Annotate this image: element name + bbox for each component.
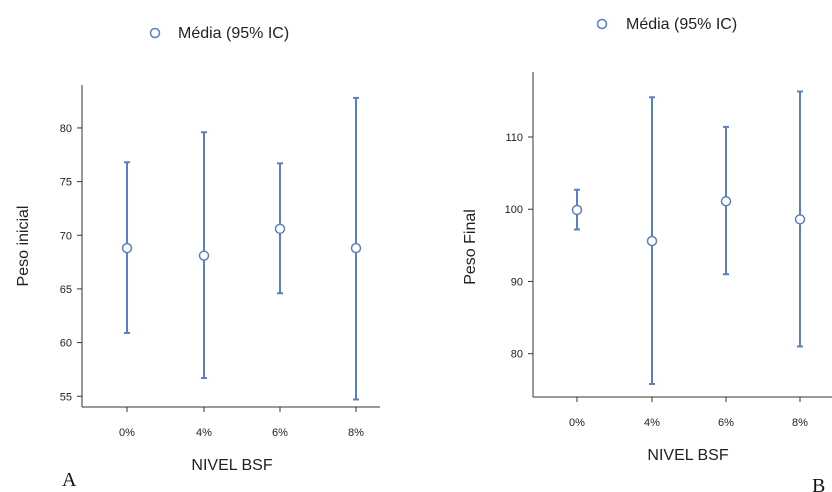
mean-marker (646, 235, 658, 247)
y-tick-label: 60 (60, 338, 72, 350)
chart-panel-b: 80 90 100 110 0% 4% 6% 8% Média (95% IC) Peso Fin… (462, 16, 832, 492)
y-tick-label: 80 (511, 349, 523, 361)
x-tick-label: 0% (119, 427, 135, 439)
x-tick-label: 4% (644, 417, 660, 429)
x-tick-label: 6% (718, 417, 734, 429)
x-tick-label: 8% (792, 417, 808, 429)
legend-label: Média (95% IC) (626, 16, 737, 33)
y-axis-title: Peso Final (462, 209, 479, 285)
x-axis-title: NIVEL BSF (647, 447, 728, 464)
panel-label: A (62, 469, 77, 491)
mean-marker (121, 242, 133, 254)
x-tick-label: 0% (569, 417, 585, 429)
y-tick-label: 75 (60, 177, 72, 189)
chart-panel-a: 55 60 65 70 75 80 0% 4% 6% 8% Média (95% IC) Peso i… (15, 25, 380, 491)
x-tick-label: 8% (348, 427, 364, 439)
y-tick-label: 70 (60, 230, 72, 242)
y-tick-label: 55 (60, 391, 72, 403)
y-tick-label: 100 (505, 204, 523, 216)
mean-marker (274, 223, 286, 235)
y-tick-label: 110 (505, 132, 523, 144)
x-tick-label: 6% (272, 427, 288, 439)
x-tick-label: 4% (196, 427, 212, 439)
mean-marker (571, 204, 583, 216)
legend-label: Média (95% IC) (178, 25, 289, 42)
panel-label: B (812, 475, 825, 492)
legend-marker (596, 18, 608, 30)
mean-marker (794, 214, 806, 225)
x-axis-title: NIVEL BSF (191, 457, 272, 474)
y-tick-label: 90 (511, 276, 523, 288)
mean-marker (198, 250, 210, 261)
mean-marker (350, 242, 362, 254)
mean-marker (720, 196, 732, 207)
y-tick-label: 65 (60, 284, 72, 296)
y-axis-title: Peso inicial (15, 206, 32, 287)
legend-marker (149, 27, 161, 39)
y-tick-label: 80 (60, 123, 72, 135)
